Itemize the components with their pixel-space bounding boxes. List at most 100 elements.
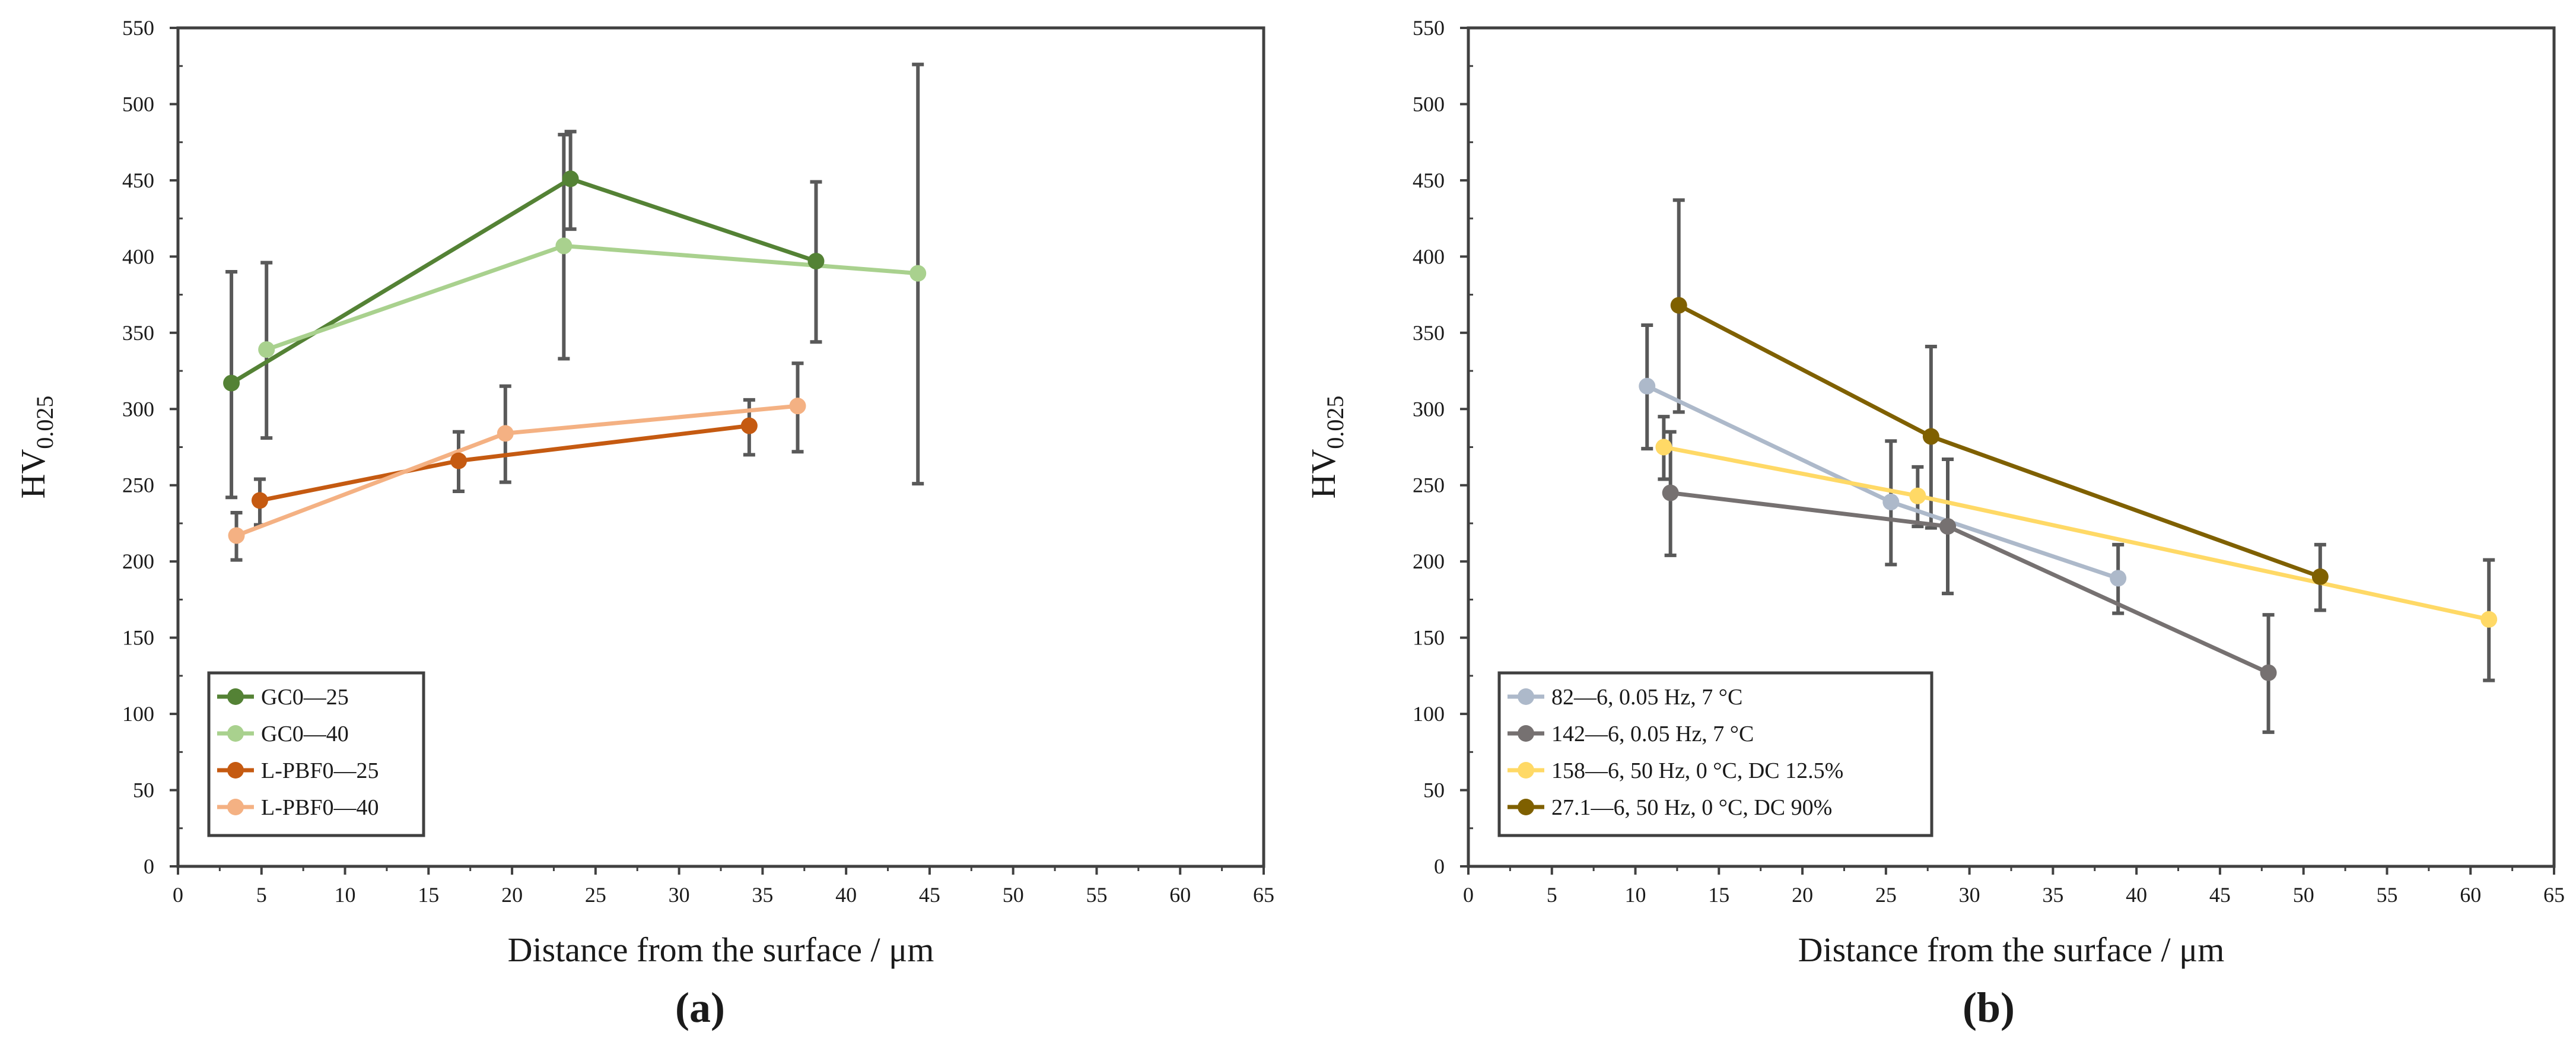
x-tick-label: 50 [1003, 883, 1024, 907]
data-point [1639, 377, 1656, 395]
legend-label: L-PBF0—25 [261, 758, 379, 783]
legend-label: GC0—25 [261, 685, 349, 710]
y-tick-label: 150 [122, 626, 154, 650]
data-point [807, 253, 825, 270]
x-tick-label: 30 [1959, 883, 1980, 907]
data-point [909, 265, 927, 282]
legend-label: 142—6, 0.05 Hz, 7 °C [1551, 722, 1754, 746]
legend-swatch-marker [227, 725, 244, 742]
data-point [251, 492, 268, 509]
x-tick-label: 10 [1625, 883, 1646, 907]
legend-swatch-marker [1518, 688, 1534, 705]
data-point [1922, 428, 1939, 445]
data-point [450, 452, 467, 469]
x-tick-label: 55 [1086, 883, 1107, 907]
x-tick-label: 35 [2042, 883, 2063, 907]
x-tick-label: 15 [418, 883, 439, 907]
legend-swatch-marker [227, 688, 244, 705]
series-line [1678, 303, 2321, 579]
y-tick-label: 400 [122, 244, 154, 268]
x-tick-label: 35 [752, 883, 773, 907]
x-tick-label: 50 [2293, 883, 2314, 907]
series-line [230, 176, 817, 385]
y-tick-label: 0 [1434, 854, 1445, 878]
data-point [1670, 297, 1687, 314]
y-tick-label: 500 [122, 92, 154, 116]
legend-swatch-marker [1518, 799, 1534, 815]
data-point [1655, 439, 1672, 456]
series-line [1663, 445, 2489, 622]
data-point [2480, 611, 2498, 628]
y-tick-label: 200 [1413, 549, 1445, 573]
data-point [1662, 484, 1679, 501]
x-axis-title: Distance from the surface / μm [508, 930, 934, 969]
y-tick-label: 500 [1413, 92, 1445, 116]
y-tick-label: 300 [122, 397, 154, 421]
data-point [228, 527, 245, 544]
legend-label: 27.1—6, 50 Hz, 0 °C, DC 90% [1551, 795, 1832, 820]
y-tick-label: 550 [122, 16, 154, 40]
x-tick-label: 20 [501, 883, 523, 907]
legend-swatch-marker [227, 762, 244, 779]
x-tick-label: 5 [256, 883, 267, 907]
y-axis-title: HV0.025 [14, 396, 58, 499]
x-tick-label: 0 [173, 883, 183, 907]
legend-swatch-marker [1518, 762, 1534, 779]
panel-label-a: (a) [675, 984, 725, 1031]
legend-label: L-PBF0—40 [261, 795, 379, 820]
y-axis-title: HV0.025 [1304, 396, 1349, 499]
panel-label-b: (b) [1963, 984, 2015, 1031]
x-tick-label: 30 [669, 883, 690, 907]
x-tick-label: 65 [2543, 883, 2565, 907]
data-point [1939, 518, 1957, 535]
y-tick-label: 50 [133, 779, 154, 802]
x-tick-label: 25 [585, 883, 606, 907]
x-tick-label: 0 [1463, 883, 1474, 907]
data-point [555, 237, 573, 255]
y-tick-label: 0 [144, 854, 154, 878]
y-tick-label: 350 [1413, 321, 1445, 345]
data-point [258, 341, 275, 358]
data-point [2260, 664, 2277, 681]
x-tick-label: 25 [1875, 883, 1897, 907]
series-line [236, 404, 798, 538]
y-tick-label: 450 [122, 169, 154, 192]
series-line [1646, 384, 2119, 580]
y-tick-label: 300 [1413, 397, 1445, 421]
data-point [789, 398, 806, 415]
x-tick-label: 45 [2209, 883, 2231, 907]
data-point [1882, 493, 1900, 510]
x-tick-label: 45 [919, 883, 940, 907]
x-tick-label: 60 [2460, 883, 2481, 907]
y-tick-label: 100 [122, 702, 154, 726]
data-point [1909, 487, 1926, 504]
data-point [2311, 568, 2329, 585]
legend-label: 82—6, 0.05 Hz, 7 °C [1551, 685, 1742, 710]
x-tick-label: 60 [1169, 883, 1191, 907]
x-tick-label: 40 [835, 883, 857, 907]
legend-swatch-marker [1518, 725, 1534, 742]
data-point [2110, 570, 2127, 587]
legend-label: 158—6, 50 Hz, 0 °C, DC 12.5% [1551, 758, 1843, 783]
legend-label: GC0—40 [261, 722, 349, 746]
x-tick-label: 55 [2376, 883, 2397, 907]
chart-a: 0 5 10 15 20 25 30 35 40 45 50 55 60 65 0 50 100 150 200 25… [14, 16, 1274, 969]
y-tick-label: 550 [1413, 16, 1445, 40]
y-tick-label: 350 [122, 321, 154, 345]
data-point [740, 417, 758, 434]
x-tick-label: 65 [1253, 883, 1274, 907]
data-point [223, 374, 240, 392]
series-line [1670, 491, 2270, 675]
legend-swatch-marker [227, 799, 244, 815]
x-tick-label: 10 [335, 883, 356, 907]
x-tick-label: 20 [1792, 883, 1813, 907]
y-tick-label: 450 [1413, 169, 1445, 192]
chart-b: 0 5 10 15 20 25 30 35 40 45 50 55 60 65 0 50 100 150 200 25… [1304, 16, 2565, 969]
y-tick-label: 50 [1423, 779, 1445, 802]
y-tick-label: 150 [1413, 626, 1445, 650]
y-tick-label: 100 [1413, 702, 1445, 726]
legend-box [1497, 671, 1933, 837]
y-tick-label: 250 [1413, 474, 1445, 497]
y-tick-label: 200 [122, 549, 154, 573]
